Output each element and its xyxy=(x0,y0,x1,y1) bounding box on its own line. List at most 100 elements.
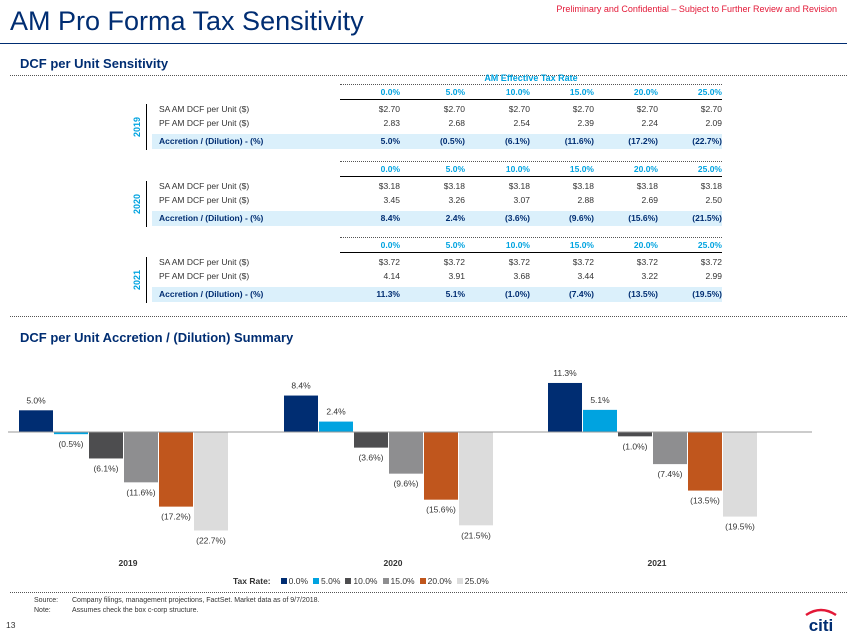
accretion-value: 8.4% xyxy=(380,213,400,223)
row-label-accretion: Accretion / (Dilution) - (%) xyxy=(159,136,264,146)
pf-dcf-value: 3.68 xyxy=(513,271,530,281)
bar-data-label: 8.4% xyxy=(291,381,311,391)
sa-dcf-value: $3.18 xyxy=(572,181,594,191)
accretion-value: (21.5%) xyxy=(692,213,722,223)
legend-label: 0.0% xyxy=(288,576,309,586)
citi-logo: citi xyxy=(805,608,837,633)
legend-label: 5.0% xyxy=(321,576,341,586)
note-line: Note: Assumes check the box c-corp struct… xyxy=(34,607,198,614)
tax-rate-col-header: 15.0% xyxy=(569,240,594,250)
pf-dcf-value: 2.88 xyxy=(577,195,594,205)
bar-data-label: (15.6%) xyxy=(426,505,456,515)
bar-data-label: 5.1% xyxy=(590,395,610,405)
header-rule xyxy=(340,176,722,177)
accretion-row-band xyxy=(152,134,722,149)
header-dotted-rule xyxy=(340,84,722,85)
note-label: Note: xyxy=(34,607,51,614)
bar-2020-15.0% xyxy=(389,432,423,474)
sa-dcf-value: $3.72 xyxy=(572,257,594,267)
sa-dcf-value: $3.72 xyxy=(443,257,465,267)
legend-title: Tax Rate: xyxy=(233,576,271,586)
accretion-value: (17.2%) xyxy=(628,136,658,146)
category-label: 2021 xyxy=(647,558,667,568)
sa-dcf-value: $3.18 xyxy=(508,181,530,191)
tax-rate-col-header: 10.0% xyxy=(505,87,530,97)
legend-label: 20.0% xyxy=(427,576,452,586)
bar-2020-0.0% xyxy=(284,395,318,432)
sa-dcf-value: $3.72 xyxy=(508,257,530,267)
row-label-sa: SA AM DCF per Unit ($) xyxy=(159,104,250,114)
bar-data-label: (13.5%) xyxy=(690,496,720,506)
sa-dcf-value: $2.70 xyxy=(572,104,594,114)
header-dotted-rule xyxy=(340,237,722,238)
tax-rate-col-header: 15.0% xyxy=(569,164,594,174)
year-bracket xyxy=(146,181,147,227)
pf-dcf-value: 3.44 xyxy=(577,271,594,281)
bar-2019-25.0% xyxy=(194,432,228,531)
bar-data-label: (3.6%) xyxy=(358,453,383,463)
bar-2019-0.0% xyxy=(19,410,53,432)
pf-dcf-value: 2.54 xyxy=(513,118,530,128)
accretion-value: (19.5%) xyxy=(692,289,722,299)
sa-dcf-value: $2.70 xyxy=(700,104,722,114)
accretion-value: (3.6%) xyxy=(504,213,530,223)
header-dotted-rule xyxy=(340,161,722,162)
bar-data-label: (22.7%) xyxy=(196,536,226,546)
tax-rate-col-header: 5.0% xyxy=(445,240,465,250)
note-text: Assumes check the box c-corp structure. xyxy=(72,607,199,614)
logo-text: citi xyxy=(809,616,834,633)
accretion-value: (0.5%) xyxy=(439,136,465,146)
bar-data-label: (21.5%) xyxy=(461,530,491,540)
accretion-value: (6.1%) xyxy=(504,136,530,146)
sa-dcf-value: $3.18 xyxy=(378,181,400,191)
row-label-sa: SA AM DCF per Unit ($) xyxy=(159,257,250,267)
row-label-pf: PF AM DCF per Unit ($) xyxy=(159,118,250,128)
accretion-dilution-chart: 5.0% 8.4% 11.3% (0.5%) 2.4% 5.1% (6.1%) (3.6%) (… xyxy=(8,368,812,546)
tax-rate-col-header: 5.0% xyxy=(445,87,465,97)
accretion-value: (22.7%) xyxy=(692,136,722,146)
accretion-value: (7.4%) xyxy=(568,289,594,299)
row-label-accretion: Accretion / (Dilution) - (%) xyxy=(159,213,264,223)
legend-label: 25.0% xyxy=(464,576,489,586)
year-bracket xyxy=(146,257,147,303)
bar-data-label: (7.4%) xyxy=(657,469,682,479)
pf-dcf-value: 3.07 xyxy=(513,195,530,205)
legend-swatch xyxy=(456,578,463,584)
pf-dcf-value: 2.83 xyxy=(383,118,400,128)
sa-dcf-value: $3.72 xyxy=(700,257,722,267)
pf-dcf-value: 3.26 xyxy=(448,195,465,205)
sa-dcf-value: $2.70 xyxy=(378,104,400,114)
bar-2020-10.0% xyxy=(354,432,388,448)
chart-legend: Tax Rate: 0.0% 5.0% 10.0% 15.0% 20.0% 25.0% xyxy=(233,576,489,586)
sa-dcf-value: $3.18 xyxy=(443,181,465,191)
bar-2019-5.0% xyxy=(54,432,88,435)
bar-2021-25.0% xyxy=(723,432,757,517)
accretion-value: (13.5%) xyxy=(628,289,658,299)
tax-rate-col-header: 10.0% xyxy=(505,164,530,174)
legend-swatch xyxy=(280,578,287,584)
sa-dcf-value: $3.72 xyxy=(636,257,658,267)
legend-swatch xyxy=(419,578,426,584)
bar-2021-0.0% xyxy=(548,382,582,432)
pf-dcf-value: 2.09 xyxy=(705,118,722,128)
row-label-sa: SA AM DCF per Unit ($) xyxy=(159,181,250,191)
pf-dcf-value: 2.68 xyxy=(448,118,465,128)
legend-swatch xyxy=(382,578,389,584)
bar-2021-10.0% xyxy=(618,432,652,437)
bar-data-label: 5.0% xyxy=(26,395,46,405)
tax-rate-col-header: 0.0% xyxy=(380,240,400,250)
pf-dcf-value: 4.14 xyxy=(383,271,400,281)
sa-dcf-value: $2.70 xyxy=(636,104,658,114)
bar-2021-5.0% xyxy=(583,409,617,432)
tax-rate-col-header: 20.0% xyxy=(633,240,658,250)
accretion-value: 5.0% xyxy=(380,136,400,146)
tax-rate-col-header: 5.0% xyxy=(445,164,465,174)
tax-rate-header: AM Effective Tax Rate xyxy=(484,73,578,83)
pf-dcf-value: 2.69 xyxy=(641,195,658,205)
tax-rate-col-header: 15.0% xyxy=(569,87,594,97)
page-number: 13 xyxy=(6,620,16,630)
section-divider xyxy=(10,75,847,76)
accretion-row-band xyxy=(152,287,722,302)
pf-dcf-value: 3.22 xyxy=(641,271,658,281)
pf-dcf-value: 3.45 xyxy=(383,195,400,205)
